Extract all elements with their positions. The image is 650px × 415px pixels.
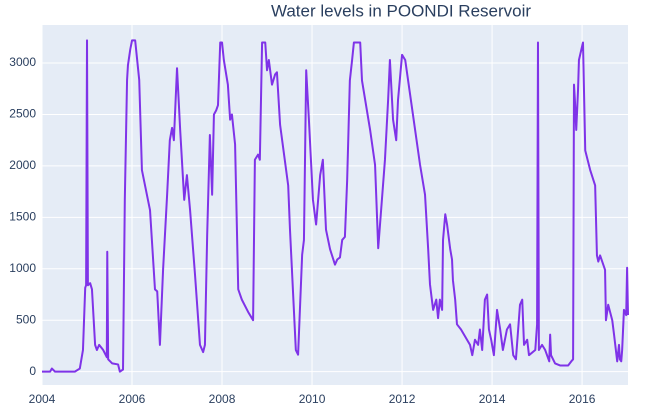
x-tick-label: 2016	[569, 392, 596, 406]
plot-area	[42, 25, 628, 385]
x-tick-label: 2004	[29, 392, 56, 406]
x-tick-label: 2008	[209, 392, 236, 406]
x-tick-label: 2010	[299, 392, 326, 406]
y-tick-label: 500	[16, 312, 36, 326]
chart-title: Water levels in POONDI Reservoir	[271, 1, 531, 20]
y-tick-label: 2500	[9, 107, 36, 121]
x-tick-label: 2006	[119, 392, 146, 406]
y-tick-label: 2000	[9, 158, 36, 172]
x-tick-label: 2012	[389, 392, 416, 406]
x-tick-label: 2014	[479, 392, 506, 406]
y-tick-label: 1500	[9, 210, 36, 224]
data-line	[42, 39, 629, 373]
y-tick-label: 0	[29, 364, 36, 378]
y-tick-label: 3000	[9, 55, 36, 69]
y-tick-label: 1000	[9, 261, 36, 275]
